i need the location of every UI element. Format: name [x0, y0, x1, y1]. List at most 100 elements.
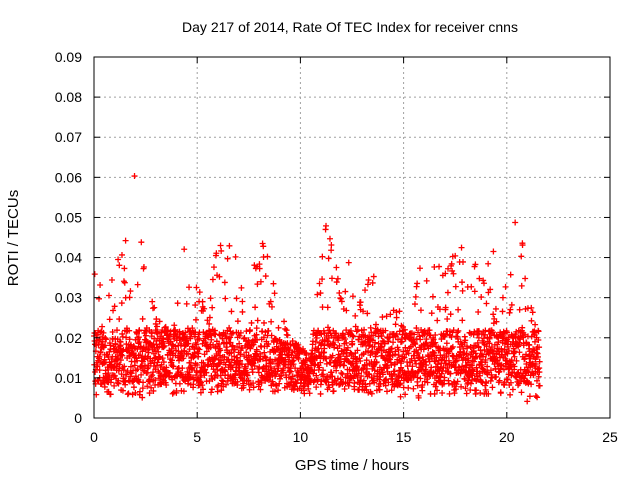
data-point: [330, 388, 337, 395]
data-point: [126, 336, 133, 343]
data-point: [395, 352, 402, 359]
data-point: [223, 340, 230, 347]
data-point: [324, 304, 331, 311]
data-point: [131, 173, 138, 180]
data-point: [458, 383, 465, 390]
data-point: [414, 280, 421, 287]
data-point: [186, 284, 193, 291]
data-point: [182, 329, 189, 336]
data-point: [497, 390, 504, 397]
data-point: [200, 359, 207, 366]
data-point: [244, 372, 251, 379]
data-point: [457, 349, 464, 356]
data-point: [337, 353, 344, 360]
data-point: [325, 255, 332, 262]
data-point: [253, 325, 260, 332]
data-point: [163, 381, 170, 388]
data-point: [329, 352, 336, 359]
data-point: [412, 293, 419, 300]
data-point: [108, 276, 115, 283]
data-point: [95, 295, 102, 302]
data-point: [94, 363, 101, 370]
x-axis-label: GPS time / hours: [295, 457, 409, 474]
data-point: [203, 369, 210, 376]
data-point: [237, 357, 244, 364]
data-point: [195, 350, 202, 357]
data-point: [370, 273, 377, 280]
data-point: [239, 298, 246, 305]
data-point: [436, 374, 443, 381]
data-point: [503, 329, 510, 336]
data-point: [371, 367, 378, 374]
data-point: [301, 390, 308, 397]
data-point: [486, 334, 493, 341]
data-point: [423, 362, 430, 369]
data-point: [141, 356, 148, 363]
data-point: [248, 319, 255, 326]
data-point: [345, 259, 352, 266]
data-point: [453, 357, 460, 364]
data-point: [364, 365, 371, 372]
data-point: [526, 342, 533, 349]
data-point: [371, 343, 378, 350]
data-point: [328, 247, 335, 254]
data-point: [419, 382, 426, 389]
data-point: [259, 328, 266, 335]
data-point: [508, 301, 515, 308]
data-point: [509, 386, 516, 393]
data-point: [452, 252, 459, 259]
data-point: [448, 333, 455, 340]
data-point: [189, 366, 196, 373]
data-point: [364, 310, 371, 317]
data-point: [159, 376, 166, 383]
data-point: [313, 372, 320, 379]
data-point: [392, 321, 399, 328]
data-point: [252, 304, 259, 311]
data-point: [174, 300, 181, 307]
data-point: [148, 330, 155, 337]
data-point: [97, 349, 104, 356]
data-point: [459, 317, 466, 324]
data-point: [360, 308, 367, 315]
data-point: [111, 303, 118, 310]
data-point: [385, 379, 392, 386]
data-point: [159, 355, 166, 362]
data-point: [417, 336, 424, 343]
data-point: [383, 376, 390, 383]
data-point: [432, 339, 439, 346]
data-point: [441, 374, 448, 381]
data-point: [323, 355, 330, 362]
data-point: [521, 355, 528, 362]
data-point: [209, 304, 216, 311]
data-point: [214, 388, 221, 395]
data-point: [483, 343, 490, 350]
data-point: [126, 327, 133, 334]
data-point: [96, 367, 103, 374]
data-point: [373, 359, 380, 366]
data-point: [392, 348, 399, 355]
data-point: [321, 345, 328, 352]
data-point: [342, 335, 349, 342]
data-point: [206, 320, 213, 327]
data-point: [493, 318, 500, 325]
data-point: [536, 382, 543, 389]
data-point: [218, 387, 225, 394]
data-point: [123, 334, 130, 341]
data-point: [329, 275, 335, 282]
data-point: [130, 384, 137, 391]
data-point: [472, 350, 479, 357]
data-point: [135, 340, 142, 347]
data-point: [239, 344, 246, 351]
data-point: [261, 319, 268, 326]
data-point: [475, 334, 482, 341]
data-point: [405, 384, 412, 391]
data-point: [178, 371, 185, 378]
data-point: [536, 358, 543, 365]
data-point: [343, 307, 350, 314]
data-point: [340, 351, 347, 358]
data-point: [121, 363, 128, 370]
data-point: [269, 372, 276, 379]
data-point: [397, 380, 404, 387]
data-point: [172, 343, 179, 350]
